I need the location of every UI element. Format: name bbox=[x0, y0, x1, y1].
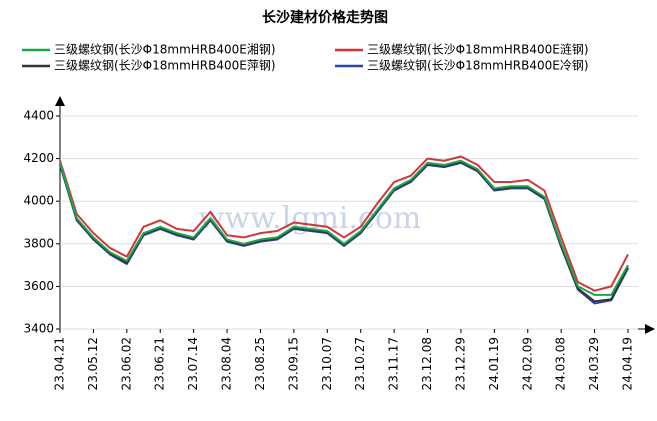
x-tick-label: 23.09.15 bbox=[286, 337, 300, 390]
x-tick-label: 24.03.29 bbox=[587, 337, 601, 390]
x-tick-label: 23.04.21 bbox=[53, 337, 67, 390]
x-tick-label: 23.06.02 bbox=[119, 337, 133, 390]
x-tick-label: 23.10.27 bbox=[353, 337, 367, 390]
chart-title: 长沙建材价格走势图 bbox=[262, 9, 388, 26]
y-tick-label: 3800 bbox=[23, 236, 54, 250]
x-tick-label: 23.07.14 bbox=[186, 337, 200, 390]
y-tick-label: 4200 bbox=[23, 151, 54, 165]
y-axis-arrow bbox=[55, 96, 65, 106]
x-tick-label: 24.01.19 bbox=[487, 337, 501, 390]
legend-label: 三级螺纹钢(长沙Φ18mmHRB400E冷钢) bbox=[367, 59, 589, 73]
x-tick-label: 23.10.07 bbox=[320, 337, 334, 390]
y-tick-label: 3600 bbox=[23, 279, 54, 293]
x-tick-label: 23.05.12 bbox=[86, 337, 100, 390]
x-tick-label: 24.04.19 bbox=[621, 337, 635, 390]
legend-label: 三级螺纹钢(长沙Φ18mmHRB400E萍钢) bbox=[54, 59, 276, 73]
y-tick-label: 4400 bbox=[23, 109, 54, 123]
x-tick-label: 23.12.08 bbox=[420, 337, 434, 390]
legend-label: 三级螺纹钢(长沙Φ18mmHRB400E湘钢) bbox=[54, 42, 276, 57]
x-axis-arrow bbox=[645, 324, 655, 334]
y-tick-label: 3400 bbox=[23, 322, 54, 336]
x-tick-label: 24.03.08 bbox=[554, 337, 568, 390]
legend-label: 三级螺纹钢(长沙Φ18mmHRB400E涟钢) bbox=[367, 42, 589, 57]
series-line bbox=[59, 159, 629, 296]
x-tick-label: 23.08.25 bbox=[253, 337, 267, 390]
y-tick-label: 4000 bbox=[23, 194, 54, 208]
x-tick-label: 23.12.29 bbox=[453, 337, 467, 390]
series-line bbox=[59, 155, 629, 292]
x-tick-label: 24.02.09 bbox=[520, 337, 534, 390]
x-tick-label: 23.06.21 bbox=[153, 337, 167, 390]
x-tick-label: 23.08.04 bbox=[220, 337, 234, 390]
x-tick-label: 23.11.17 bbox=[387, 337, 401, 390]
